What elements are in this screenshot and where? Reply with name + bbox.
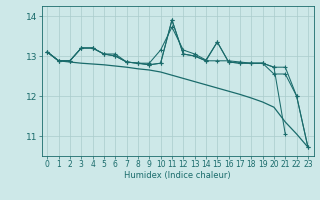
- X-axis label: Humidex (Indice chaleur): Humidex (Indice chaleur): [124, 171, 231, 180]
